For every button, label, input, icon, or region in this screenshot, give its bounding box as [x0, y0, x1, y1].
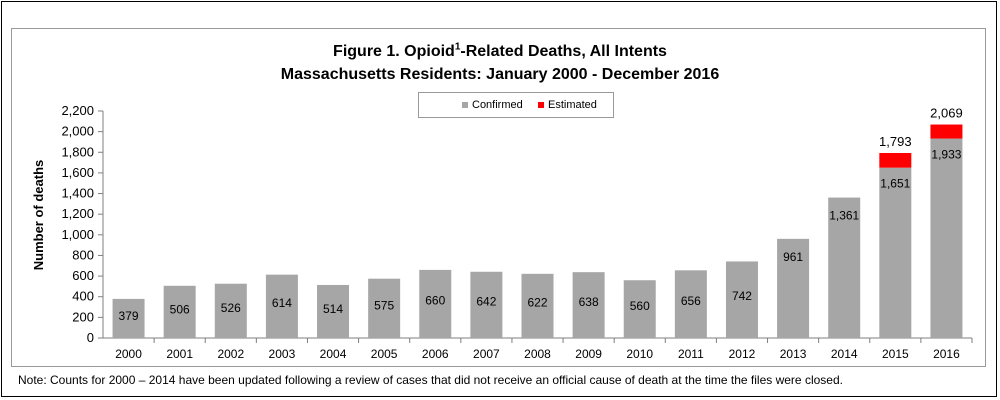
legend-label-confirmed: Confirmed [472, 99, 523, 111]
y-tick-label: 1,800 [61, 144, 94, 159]
x-tick-label-2010: 2010 [626, 347, 653, 361]
bar-estimated-2015 [879, 152, 912, 168]
data-label-2005: 575 [374, 298, 394, 312]
y-tick-label: 1,200 [61, 206, 94, 221]
data-label-2004: 514 [323, 302, 343, 316]
data-label-2014: 1,361 [829, 209, 859, 223]
data-label-2001: 506 [170, 302, 190, 316]
bar-confirmed-2004 [317, 284, 350, 338]
bar-confirmed-2012 [725, 261, 758, 338]
y-tick-label: 600 [72, 268, 94, 283]
x-tick-label-2011: 2011 [678, 347, 704, 361]
legend-label-estimated: Estimated [548, 99, 597, 111]
total-label-2016: 2,069 [930, 106, 963, 121]
x-tick-label-2003: 2003 [269, 347, 296, 361]
x-tick-label-2015: 2015 [882, 347, 909, 361]
data-label-2003: 614 [272, 296, 292, 310]
bar-confirmed-2007 [470, 271, 503, 338]
total-label-2015: 1,793 [879, 134, 912, 149]
data-label-2008: 622 [527, 296, 547, 310]
x-tick-label-2002: 2002 [217, 347, 244, 361]
data-label-2013: 961 [783, 250, 803, 264]
data-label-2002: 526 [221, 301, 241, 315]
x-tick-label-2005: 2005 [371, 347, 398, 361]
data-label-2011: 656 [681, 294, 701, 308]
x-tick-label-2016: 2016 [933, 347, 960, 361]
y-tick-label: 1,400 [61, 186, 94, 201]
y-tick-label: 1,600 [61, 165, 94, 180]
bar-confirmed-2011 [674, 270, 707, 338]
bar-confirmed-2014 [828, 197, 861, 338]
x-tick-label-2008: 2008 [524, 347, 551, 361]
x-tick-label-2014: 2014 [831, 347, 858, 361]
bar-confirmed-2013 [777, 238, 810, 338]
bar-confirmed-2000 [112, 298, 145, 338]
legend-item-estimated: Estimated [538, 99, 597, 111]
x-tick-label-2001: 2001 [166, 347, 193, 361]
bar-confirmed-2001 [163, 285, 196, 338]
chart-subtitle: Massachusetts Residents: January 2000 - … [280, 66, 720, 83]
title-prefix: Figure 1. Opioid [333, 43, 455, 60]
y-axis-label: Number of deaths [31, 160, 46, 271]
legend-item-confirmed: Confirmed [462, 99, 523, 111]
y-tick-label: 200 [72, 309, 94, 324]
y-tick-label: 2,000 [61, 124, 94, 139]
y-tick-label: 800 [72, 247, 94, 262]
x-tick-label-2006: 2006 [422, 347, 449, 361]
bar-confirmed-2016 [930, 138, 963, 338]
data-label-2000: 379 [119, 309, 139, 323]
legend-swatch-estimated [538, 102, 544, 108]
data-label-2009: 638 [579, 295, 599, 309]
y-tick-label: 1,000 [61, 227, 94, 242]
bar-estimated-2016 [930, 124, 963, 139]
bar-confirmed-2006 [419, 269, 452, 338]
bar-confirmed-2005 [368, 278, 401, 338]
x-tick-label-2007: 2007 [473, 347, 500, 361]
y-tick-label: 0 [87, 330, 94, 345]
x-tick-label-2000: 2000 [115, 347, 142, 361]
title-superscript: 1 [454, 41, 461, 53]
y-tick-label: 2,200 [61, 103, 94, 118]
data-label-2006: 660 [425, 294, 445, 308]
title-suffix: -Related Deaths, All Intents [460, 43, 667, 60]
x-tick-label-2009: 2009 [575, 347, 602, 361]
legend-swatch-confirmed [462, 102, 468, 108]
data-label-2012: 742 [732, 289, 752, 303]
bar-confirmed-2015 [879, 167, 912, 338]
x-tick-label-2004: 2004 [320, 347, 347, 361]
bar-confirmed-2010 [623, 280, 656, 338]
bar-confirmed-2009 [572, 272, 605, 338]
data-label-2015: 1,651 [880, 177, 910, 191]
bar-confirmed-2003 [265, 274, 298, 338]
data-label-2010: 560 [630, 299, 650, 313]
x-tick-label-2013: 2013 [780, 347, 807, 361]
footnote: Note: Counts for 2000 – 2014 have been u… [18, 373, 843, 387]
y-tick-label: 400 [72, 289, 94, 304]
data-label-2007: 642 [476, 295, 496, 309]
x-tick-label-2012: 2012 [729, 347, 756, 361]
bar-confirmed-2008 [521, 273, 554, 338]
bar-confirmed-2002 [214, 283, 247, 338]
data-label-2016: 1,933 [931, 148, 961, 162]
chart-legend: Confirmed Estimated [418, 92, 614, 118]
chart-title: Figure 1. Opioid1-Related Deaths, All In… [0, 41, 1000, 61]
